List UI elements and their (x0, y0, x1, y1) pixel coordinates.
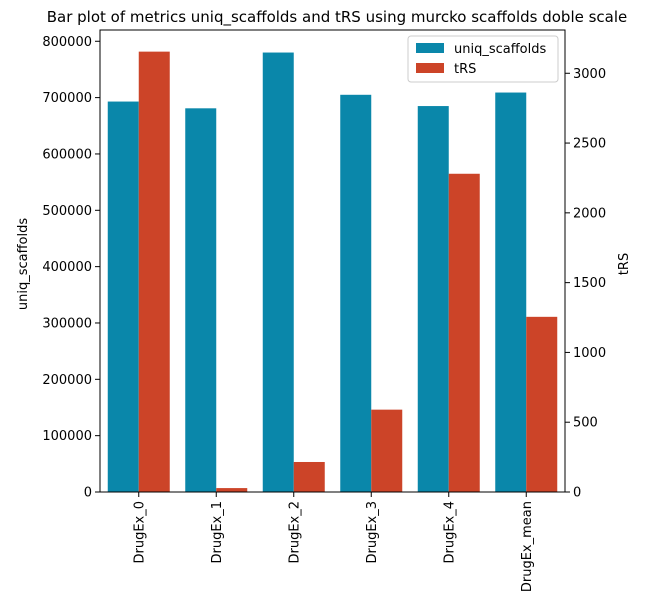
y-tick-label-left: 400000 (42, 260, 92, 275)
x-tick-label: DrugEx_0 (132, 501, 147, 564)
y-tick-label-right: 2500 (573, 137, 606, 152)
bar-trs (216, 488, 248, 492)
bar-trs (448, 173, 480, 492)
y-axis-label-left: uniq_scaffolds (16, 218, 31, 311)
y-tick-label-left: 500000 (42, 204, 92, 219)
bar-uniq-scaffolds (262, 52, 294, 492)
y-axis-label-right: tRS (617, 253, 632, 275)
bar-uniq-scaffolds (185, 108, 217, 492)
bar-uniq-scaffolds (417, 106, 449, 492)
y-tick-label-right: 3000 (573, 67, 606, 82)
y-tick-label-left: 200000 (42, 373, 92, 388)
x-tick-label: DrugEx_1 (210, 501, 225, 564)
x-axis: DrugEx_0 DrugEx_1 DrugEx_2 DrugEx_3 DrugEx_4… (132, 492, 535, 592)
y-tick-label-right: 1500 (573, 276, 606, 291)
plot-frame (99, 29, 566, 493)
bar-trs (371, 409, 403, 492)
legend-label: uniq_scaffolds (454, 42, 547, 57)
y-tick-label-right: 0 (573, 486, 581, 501)
legend-swatch (416, 63, 444, 73)
legend: uniq_scaffolds tRS (407, 35, 559, 83)
bar-uniq-scaffolds (107, 101, 139, 493)
legend-swatch (416, 43, 444, 53)
bar-trs (138, 51, 170, 493)
y-tick-label-right: 1000 (573, 346, 606, 361)
y-tick-label-left: 600000 (42, 147, 92, 162)
bar-uniq-scaffolds (340, 94, 372, 492)
x-tick-label: DrugEx_mean (520, 501, 535, 592)
y-tick-label-left: 800000 (42, 35, 92, 50)
y-axis-right: 0 500 1000 1500 2000 2500 3000 (565, 67, 606, 501)
y-tick-label-left: 300000 (42, 316, 92, 331)
y-tick-label-right: 2000 (573, 206, 606, 221)
chart-title: Bar plot of metrics uniq_scaffolds and t… (47, 8, 628, 27)
y-tick-label-left: 0 (84, 486, 92, 501)
y-axis-left: 0 100000 200000 300000 400000 500000 600000 700… (42, 35, 100, 501)
y-tick-label-right: 500 (573, 416, 598, 431)
y-tick-label-left: 700000 (42, 91, 92, 106)
bars-trs (138, 51, 558, 493)
x-tick-label: DrugEx_2 (287, 501, 302, 564)
x-tick-label: DrugEx_4 (442, 501, 457, 564)
legend-box (407, 35, 559, 83)
bar-trs (293, 461, 325, 492)
y-tick-label-left: 100000 (42, 429, 92, 444)
bar-trs (526, 316, 558, 492)
x-tick-label: DrugEx_3 (365, 501, 380, 564)
bars-uniq-scaffolds (107, 52, 527, 493)
bar-uniq-scaffolds (495, 92, 527, 492)
legend-label: tRS (454, 62, 476, 77)
